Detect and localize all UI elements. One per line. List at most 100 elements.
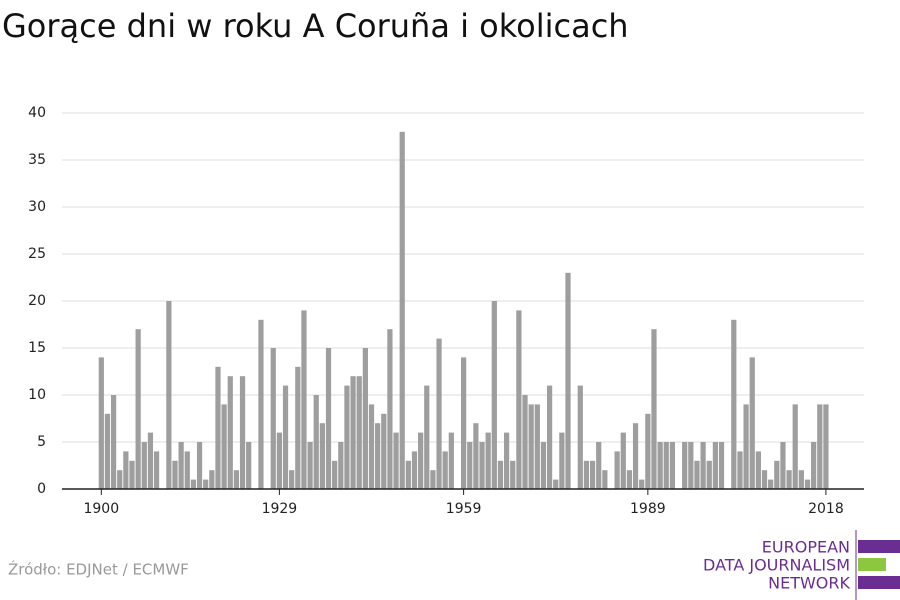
bar bbox=[209, 470, 215, 489]
bar bbox=[307, 442, 313, 489]
bar bbox=[503, 432, 510, 489]
bar bbox=[688, 442, 694, 489]
bar bbox=[632, 423, 639, 489]
bar bbox=[479, 442, 485, 489]
bar bbox=[817, 404, 823, 489]
bar bbox=[663, 442, 669, 489]
x-tick-label: 1959 bbox=[446, 501, 482, 517]
bar bbox=[190, 479, 197, 489]
bar bbox=[706, 460, 712, 489]
y-tick-label: 10 bbox=[28, 387, 46, 403]
bar bbox=[528, 404, 534, 489]
x-tick-label: 1929 bbox=[262, 501, 298, 517]
bar bbox=[393, 432, 399, 489]
bar bbox=[626, 470, 633, 489]
logo-text: EUROPEAN bbox=[762, 538, 850, 557]
bar bbox=[577, 385, 583, 489]
bar bbox=[602, 470, 608, 489]
bar bbox=[436, 338, 442, 489]
bar bbox=[246, 442, 252, 489]
y-tick-label: 20 bbox=[28, 293, 46, 309]
bar bbox=[258, 319, 264, 489]
logo-text: NETWORK bbox=[768, 574, 850, 593]
bar bbox=[350, 376, 356, 489]
bar bbox=[718, 442, 725, 489]
bar bbox=[522, 395, 528, 489]
bar bbox=[166, 301, 172, 489]
y-tick-label: 5 bbox=[37, 434, 46, 450]
bar bbox=[196, 442, 203, 489]
bar bbox=[203, 479, 209, 489]
bar bbox=[430, 470, 436, 489]
bar bbox=[497, 460, 504, 489]
bar bbox=[731, 319, 737, 489]
y-tick-label: 30 bbox=[28, 199, 46, 215]
bar bbox=[774, 460, 780, 489]
bar bbox=[356, 376, 362, 489]
bar bbox=[516, 310, 522, 489]
logo-bar bbox=[858, 558, 886, 571]
bar bbox=[448, 432, 454, 489]
bar bbox=[442, 451, 448, 489]
bar bbox=[811, 442, 817, 489]
bar bbox=[798, 470, 804, 489]
bar bbox=[135, 329, 141, 489]
logo-bar bbox=[858, 540, 900, 553]
bar bbox=[614, 451, 620, 489]
bar bbox=[583, 460, 590, 489]
bar bbox=[553, 479, 559, 489]
bar bbox=[129, 460, 135, 489]
bar bbox=[399, 131, 405, 490]
bar bbox=[792, 404, 798, 489]
bar bbox=[375, 423, 381, 489]
logo-bar bbox=[858, 576, 900, 589]
bar bbox=[332, 460, 338, 489]
bar bbox=[110, 395, 117, 489]
x-tick-label: 2018 bbox=[808, 501, 844, 517]
y-tick-label: 0 bbox=[37, 481, 46, 497]
y-tick-label: 35 bbox=[28, 152, 46, 168]
bar bbox=[344, 385, 350, 489]
bar bbox=[559, 432, 565, 489]
bar bbox=[565, 272, 571, 489]
bar bbox=[768, 479, 774, 489]
bar bbox=[485, 432, 491, 489]
bar bbox=[651, 329, 657, 489]
bar bbox=[338, 442, 344, 489]
bar bbox=[749, 357, 755, 489]
bar bbox=[657, 442, 663, 489]
bar bbox=[596, 442, 602, 489]
bar bbox=[276, 432, 282, 489]
bar bbox=[325, 348, 332, 489]
bar bbox=[712, 442, 719, 489]
bar bbox=[270, 348, 276, 489]
bar bbox=[362, 348, 368, 489]
bar bbox=[405, 460, 411, 489]
bar bbox=[411, 451, 418, 489]
bar bbox=[387, 329, 393, 489]
bar bbox=[761, 470, 768, 489]
bar bbox=[147, 432, 154, 489]
bar bbox=[381, 413, 387, 489]
bar bbox=[473, 423, 479, 489]
bar bbox=[620, 432, 626, 489]
bar bbox=[823, 404, 829, 489]
y-tick-label: 25 bbox=[28, 246, 46, 262]
bar bbox=[639, 479, 645, 489]
bar bbox=[467, 442, 473, 489]
bar bbox=[589, 460, 596, 489]
bar bbox=[737, 451, 743, 489]
bar bbox=[301, 310, 307, 489]
bar bbox=[233, 470, 240, 489]
bar bbox=[282, 385, 289, 489]
bar bbox=[178, 442, 184, 489]
bar bbox=[418, 432, 424, 489]
bar bbox=[289, 470, 295, 489]
logo-text: DATA JOURNALISM bbox=[703, 556, 850, 575]
bar bbox=[313, 395, 319, 489]
bar bbox=[804, 479, 811, 489]
bar bbox=[172, 460, 178, 489]
bar bbox=[141, 442, 147, 489]
chart-title: Gorące dni w roku A Coruña i okolicach bbox=[2, 7, 629, 45]
